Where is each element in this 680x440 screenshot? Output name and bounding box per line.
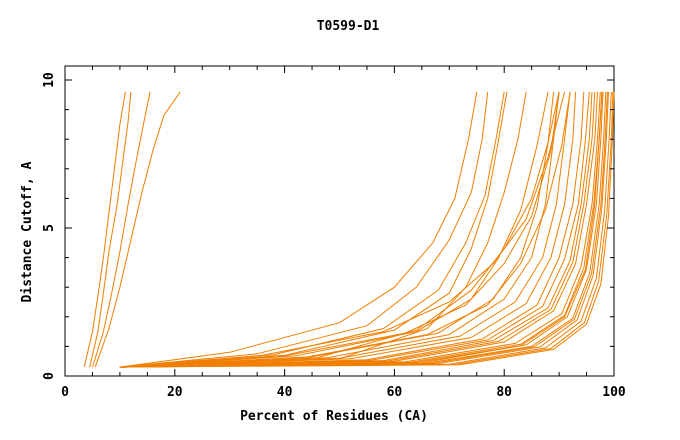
y-tick-label: 10: [42, 72, 57, 88]
series-line-1: [83, 91, 126, 368]
series-line-11: [119, 91, 560, 368]
series-line-17: [119, 91, 601, 368]
series-line-28: [119, 91, 603, 368]
x-tick-label: 40: [277, 385, 293, 400]
series-line-3: [92, 91, 151, 368]
series-line-16: [119, 91, 598, 368]
series-line-22: [119, 91, 614, 368]
series-line-12: [119, 91, 571, 368]
series-line-27: [119, 91, 596, 368]
series-line-23: [119, 91, 615, 368]
series-line-20: [119, 91, 609, 368]
series-line-5: [119, 91, 478, 368]
y-axis: 0 5 10: [42, 72, 614, 380]
plot-area-frame: [64, 65, 615, 377]
series-line-10: [119, 91, 555, 368]
x-tick-label: 0: [61, 385, 69, 400]
y-axis-label: Distance Cutoff, A: [20, 161, 35, 302]
series-layer: [83, 91, 615, 368]
series-line-14: [119, 91, 585, 368]
series-line-32: [119, 91, 560, 368]
chart-title: T0599-D1: [317, 19, 380, 34]
y-tick-label: 5: [42, 224, 57, 232]
series-line-30: [119, 91, 560, 368]
x-axis-label: Percent of Residues (CA): [240, 409, 428, 424]
x-axis: 0 20 40 60 80 100: [61, 66, 626, 400]
series-line-19: [119, 91, 607, 368]
series-line-9: [119, 91, 549, 368]
series-line-13: [119, 91, 577, 368]
x-tick-label: 60: [387, 385, 403, 400]
series-line-6: [119, 91, 489, 368]
series-line-31: [119, 91, 571, 368]
series-line-7: [119, 91, 505, 368]
x-tick-label: 20: [167, 385, 183, 400]
x-tick-label: 80: [496, 385, 512, 400]
y-tick-label: 0: [42, 372, 57, 380]
x-tick-label: 100: [602, 385, 626, 400]
series-line-2: [89, 91, 132, 368]
series-line-15: [119, 91, 593, 368]
series-line-33: [119, 91, 527, 368]
series-line-8: [119, 91, 508, 368]
series-line-4: [94, 91, 181, 368]
series-line-21: [119, 91, 612, 368]
series-line-18: [119, 91, 604, 368]
series-line-26: [119, 91, 590, 368]
series-line-29: [119, 91, 566, 368]
series-line-25: [119, 91, 608, 368]
